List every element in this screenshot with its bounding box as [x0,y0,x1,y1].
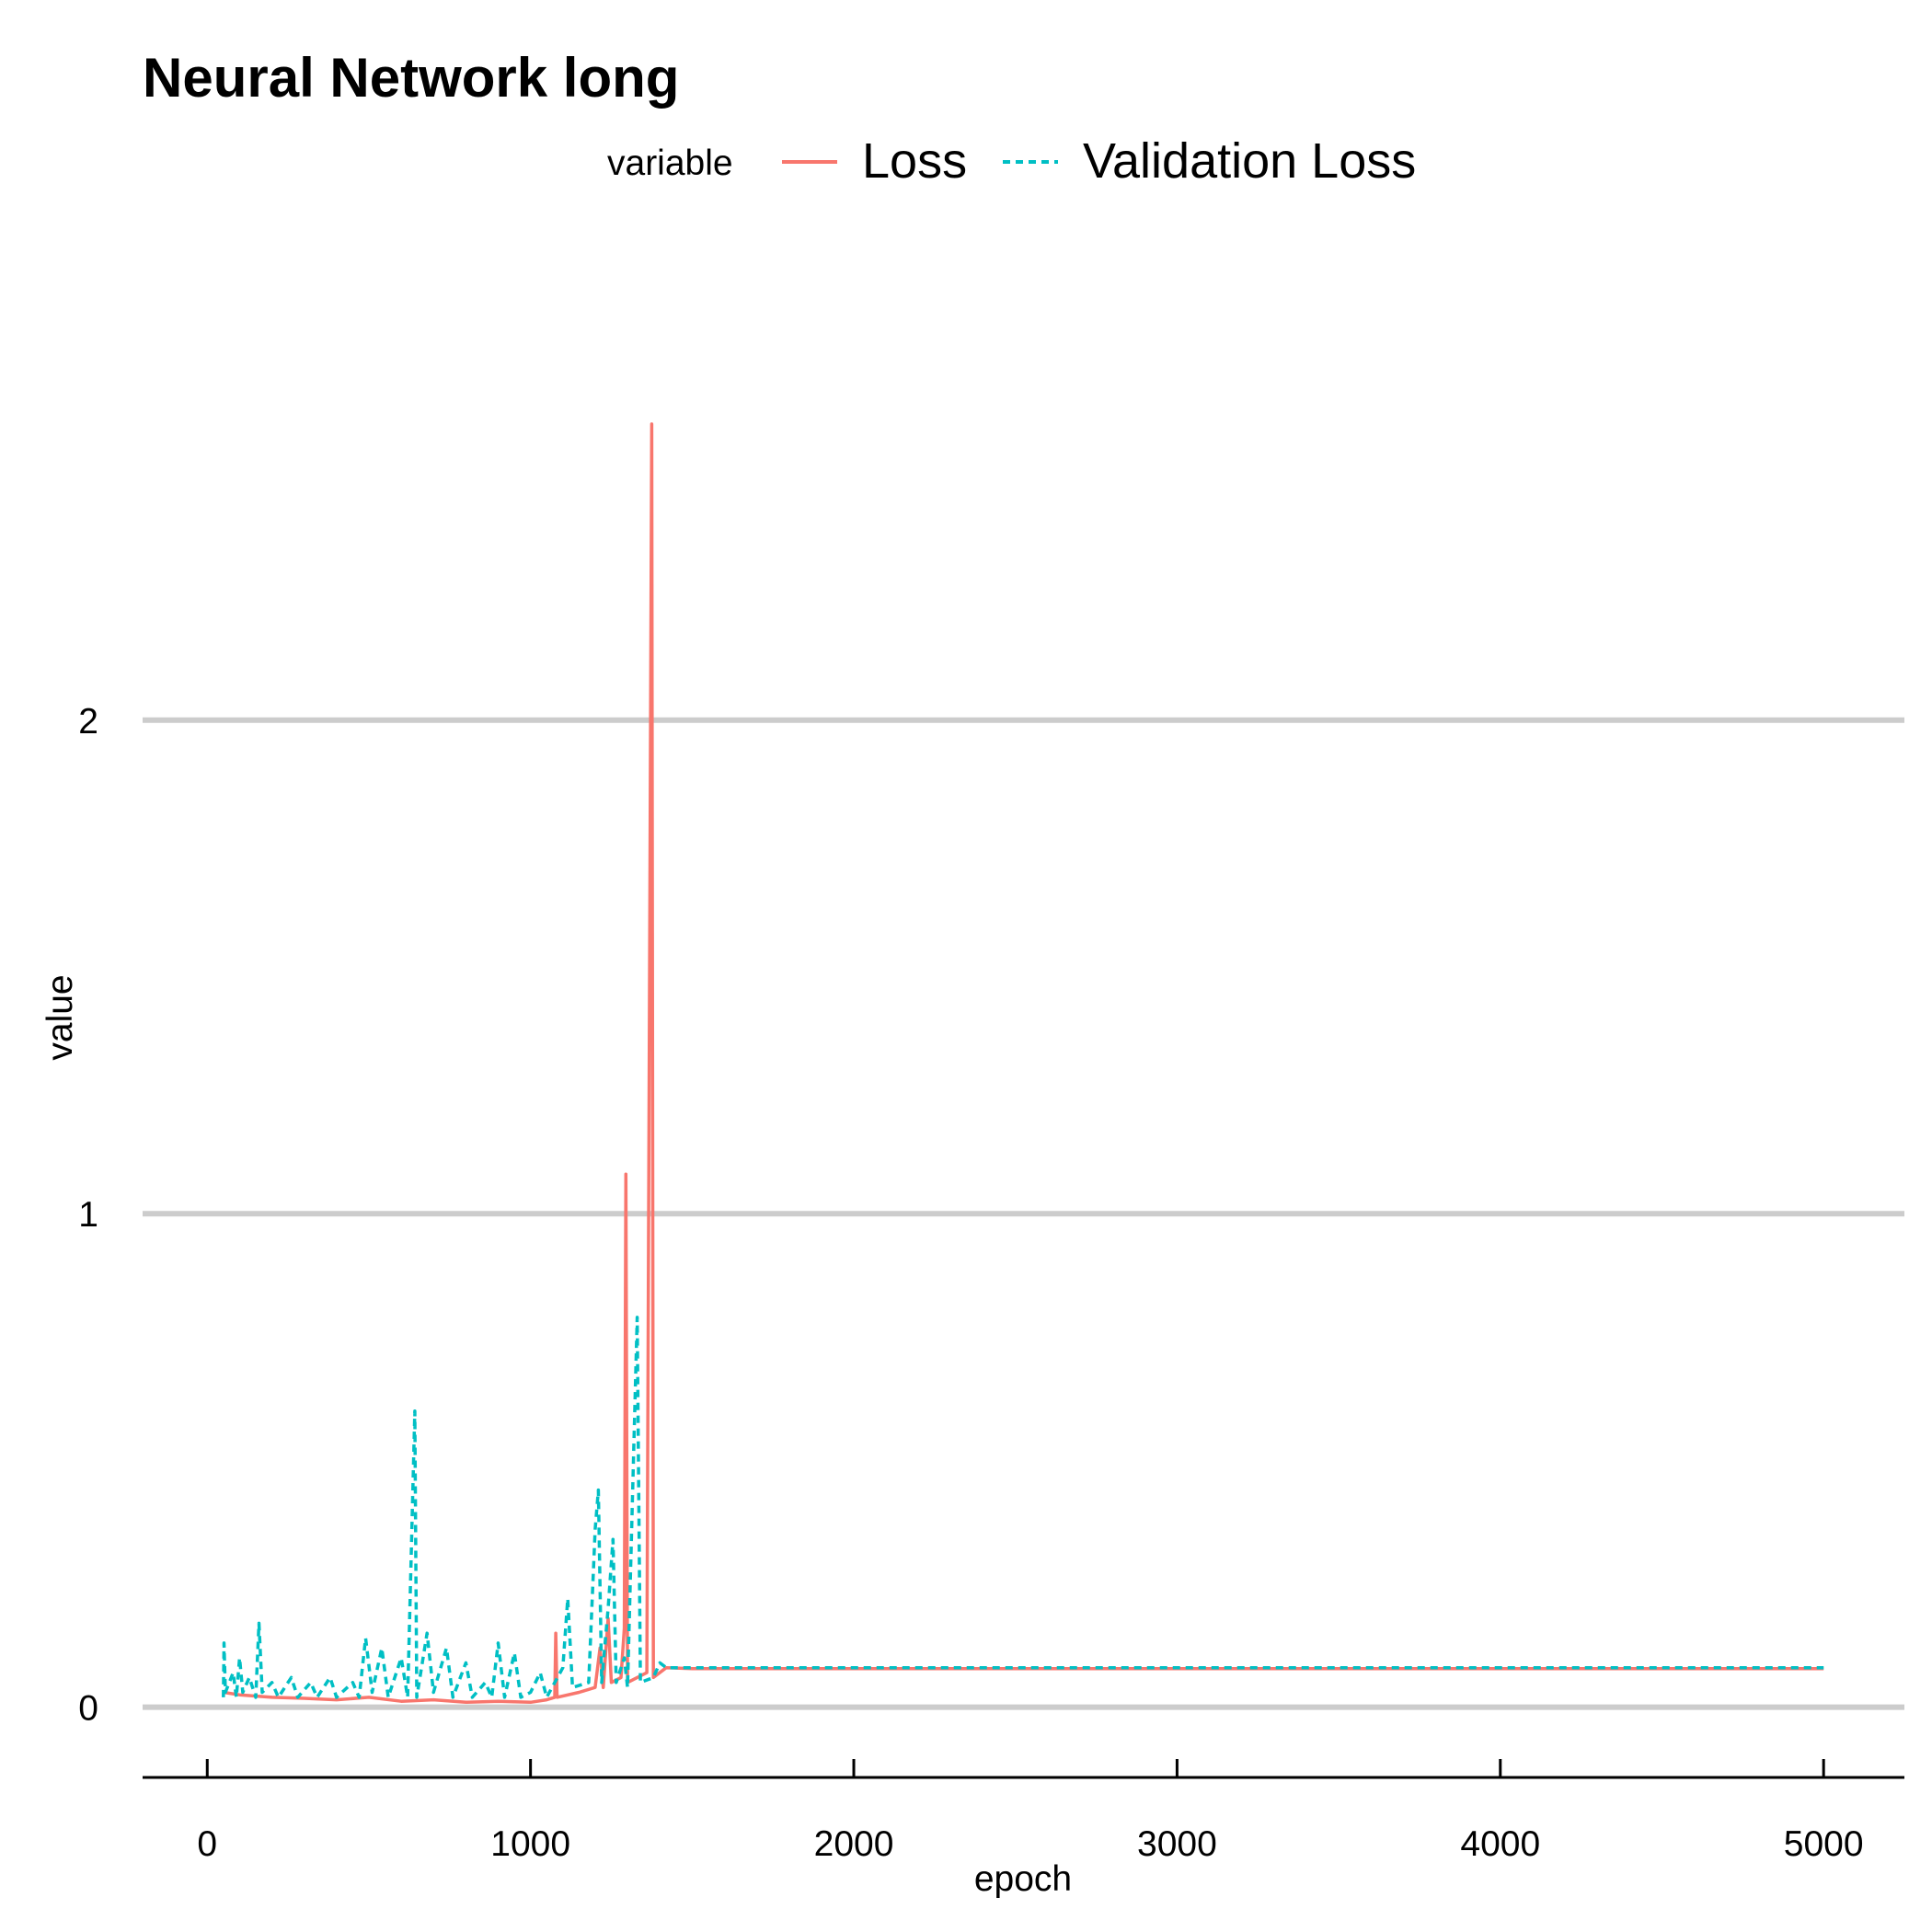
plot-area [222,422,1824,1705]
y-tick-label: 1 [78,1195,98,1235]
x-axis-label: epoch [974,1859,1072,1899]
x-tick-label: 5000 [1784,1824,1864,1864]
series-line-validation-loss [222,1316,1824,1699]
y-tick-label: 0 [78,1689,98,1729]
legend: variable Loss Validation Loss [607,133,1416,189]
legend-title: variable [607,144,733,183]
grid [143,717,1904,1710]
legend-label-validation-loss: Validation Loss [1083,133,1416,189]
x-tick-label: 1000 [490,1824,570,1864]
x-tick-label: 3000 [1137,1824,1217,1864]
y-axis-label: value [40,974,80,1060]
chart-title: Neural Network long [143,47,679,109]
y-tick-label: 2 [78,702,98,742]
series-line-loss [223,422,1824,1705]
x-tick-label: 0 [197,1824,217,1864]
x-tick-label: 4000 [1460,1824,1540,1864]
x-tick-label: 2000 [814,1824,894,1864]
legend-label-loss: Loss [862,133,967,189]
axes: 0 1 2 0 1000 2000 3000 4000 5000 [78,702,1904,1864]
